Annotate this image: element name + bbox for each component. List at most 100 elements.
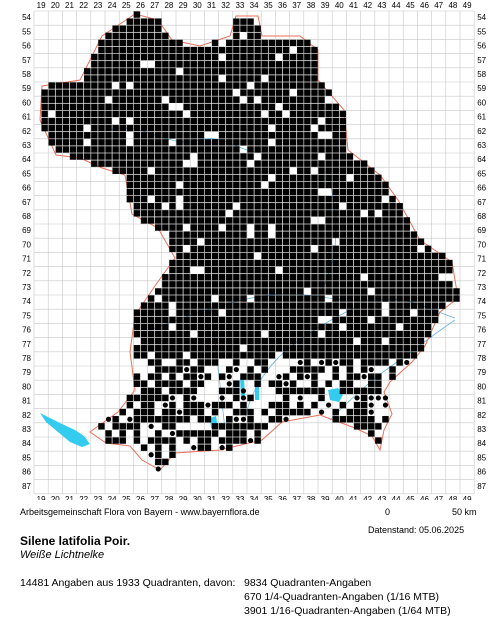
row-label-right: 77	[477, 340, 486, 349]
row-label-left: 78	[22, 354, 31, 363]
col-label-top: 27	[150, 1, 159, 10]
col-label-top: 26	[136, 1, 145, 10]
row-label-right: 59	[477, 84, 486, 93]
col-label-top: 47	[434, 1, 443, 10]
col-label-bottom: 32	[221, 495, 230, 500]
date-label: Datenstand: 05.06.2025	[368, 525, 465, 535]
col-label-top: 20	[51, 1, 60, 10]
row-label-left: 65	[22, 169, 31, 178]
row-label-left: 83	[22, 425, 31, 434]
col-label-bottom: 43	[377, 495, 386, 500]
row-label-left: 66	[22, 184, 31, 193]
row-label-right: 80	[477, 382, 486, 391]
row-label-left: 79	[22, 368, 31, 377]
col-label-bottom: 19	[37, 495, 46, 500]
col-label-bottom: 34	[250, 495, 259, 500]
row-label-left: 70	[22, 240, 31, 249]
row-label-right: 69	[477, 226, 486, 235]
col-label-bottom: 38	[306, 495, 315, 500]
col-label-bottom: 24	[108, 495, 117, 500]
col-label-top: 45	[406, 1, 415, 10]
col-label-bottom: 49	[463, 495, 472, 500]
col-label-top: 38	[306, 1, 315, 10]
row-label-left: 67	[22, 198, 31, 207]
row-label-right: 79	[477, 368, 486, 377]
col-label-bottom: 22	[79, 495, 88, 500]
col-label-bottom: 26	[136, 495, 145, 500]
row-label-left: 63	[22, 141, 31, 150]
col-label-bottom: 39	[321, 495, 330, 500]
stat-quadrant: 9834 Quadranten-Angaben	[244, 577, 372, 589]
credit-text: Arbeitsgemeinschaft Flora von Bayern - w…	[20, 507, 260, 517]
row-label-right: 83	[477, 425, 486, 434]
row-label-right: 64	[477, 155, 486, 164]
row-label-left: 62	[22, 127, 31, 136]
col-label-top: 41	[349, 1, 358, 10]
row-label-right: 87	[477, 482, 486, 491]
map-grid: 19 19 20 20 21 21 22 22 23 23 24 24 25 25 26 26 27 27 28 28…	[22, 1, 487, 500]
row-label-left: 61	[22, 113, 31, 122]
row-label-right: 75	[477, 311, 486, 320]
row-label-left: 76	[22, 326, 31, 335]
row-label-right: 86	[477, 468, 486, 477]
row-label-right: 73	[477, 283, 486, 292]
row-label-left: 60	[22, 98, 31, 107]
col-label-top: 25	[122, 1, 131, 10]
col-label-top: 30	[193, 1, 202, 10]
row-label-right: 56	[477, 42, 486, 51]
col-label-top: 36	[278, 1, 287, 10]
row-label-left: 86	[22, 468, 31, 477]
row-label-right: 55	[477, 27, 486, 36]
summary-text: 14481 Angaben aus 1933 Quadranten, davon…	[20, 577, 236, 589]
stat-sixteenth-quadrant: 3901 1/16-Quadranten-Angaben (1/64 MTB)	[244, 605, 451, 617]
col-label-top: 22	[79, 1, 88, 10]
species-scientific-name: Silene latifolia Poir.	[20, 534, 131, 548]
row-label-right: 76	[477, 326, 486, 335]
col-label-top: 49	[463, 1, 472, 10]
bavaria-border	[39, 13, 459, 471]
col-label-top: 21	[65, 1, 74, 10]
col-label-top: 32	[221, 1, 230, 10]
row-label-right: 74	[477, 297, 486, 306]
lake-ammersee	[240, 378, 245, 398]
scale-label-end: 50 km	[452, 507, 477, 517]
col-label-bottom: 21	[65, 495, 74, 500]
col-label-bottom: 37	[292, 495, 301, 500]
occurrence-markers	[41, 11, 460, 472]
species-common-name: Weiße Lichtnelke	[20, 549, 105, 561]
col-label-bottom: 28	[164, 495, 173, 500]
lake-bodensee	[40, 413, 90, 447]
row-label-left: 77	[22, 340, 31, 349]
scale-label-start: 0	[385, 507, 391, 517]
row-label-left: 69	[22, 226, 31, 235]
row-label-right: 82	[477, 411, 486, 420]
row-label-right: 66	[477, 184, 486, 193]
row-label-left: 81	[22, 397, 31, 406]
row-label-left: 84	[22, 439, 31, 448]
row-label-right: 67	[477, 198, 486, 207]
col-label-top: 33	[235, 1, 244, 10]
col-label-bottom: 27	[150, 495, 159, 500]
col-label-top: 24	[108, 1, 117, 10]
row-label-left: 64	[22, 155, 31, 164]
col-label-top: 39	[321, 1, 330, 10]
col-label-top: 37	[292, 1, 301, 10]
row-label-left: 71	[22, 255, 31, 264]
row-label-left: 80	[22, 382, 31, 391]
col-label-bottom: 33	[235, 495, 244, 500]
row-label-right: 61	[477, 113, 486, 122]
row-label-right: 70	[477, 240, 486, 249]
row-label-left: 59	[22, 84, 31, 93]
col-label-top: 28	[164, 1, 173, 10]
row-label-left: 56	[22, 42, 31, 51]
row-label-left: 57	[22, 56, 31, 65]
lake-chiemsee	[328, 388, 343, 402]
row-label-left: 87	[22, 482, 31, 491]
col-label-top: 46	[420, 1, 429, 10]
row-label-left: 85	[22, 453, 31, 462]
row-label-left: 68	[22, 212, 31, 221]
col-label-top: 34	[250, 1, 259, 10]
row-label-right: 71	[477, 255, 486, 264]
row-label-right: 72	[477, 269, 486, 278]
col-label-bottom: 23	[93, 495, 102, 500]
